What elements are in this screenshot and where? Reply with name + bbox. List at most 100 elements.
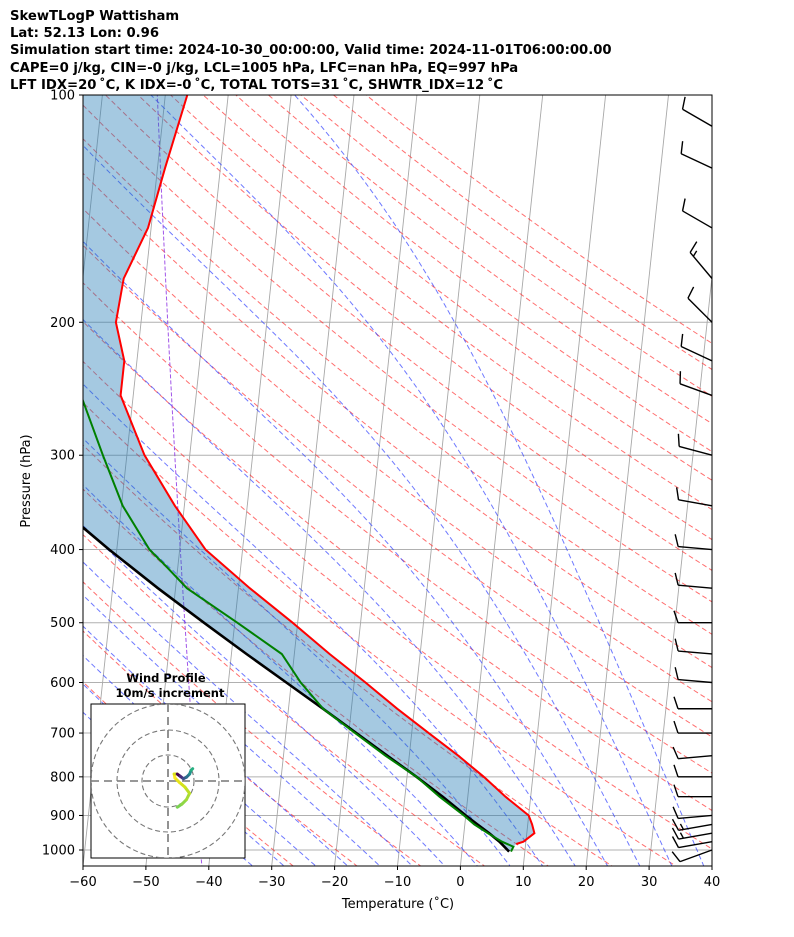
x-tick-label: 20 <box>578 875 595 890</box>
moist-adiabat--5 <box>83 561 413 866</box>
barb-flag <box>671 851 681 863</box>
x-tick-label: −30 <box>258 875 285 890</box>
barb-flag <box>674 572 679 586</box>
dry-adiabat--10 <box>83 581 422 866</box>
barb-staff <box>678 499 713 507</box>
temperature-profile-line <box>114 95 536 845</box>
wind-barb <box>674 638 713 655</box>
wind-barb <box>681 96 713 127</box>
moist-adiabat--20 <box>83 654 317 866</box>
wind-barb <box>673 764 712 778</box>
y-tick-label: 400 <box>50 543 75 558</box>
y-tick-label: 300 <box>50 449 75 464</box>
barb-flag <box>674 534 679 547</box>
barb-flag <box>674 667 679 680</box>
wind-barb <box>671 827 713 840</box>
inset-title: Wind Profile <box>126 671 206 685</box>
barb-staff <box>678 545 713 551</box>
wind-barb <box>689 241 713 279</box>
barb-staff <box>678 754 713 760</box>
y-tick-label: 900 <box>50 809 75 824</box>
barb-half-flag <box>679 832 685 839</box>
stability-indices: LFT IDX=20 ˚C, K IDX=-0 ˚C, TOTAL TOTS=3… <box>10 77 504 93</box>
simulation-time: Simulation start time: 2024-10-30_00:00:… <box>10 43 612 59</box>
isotherm--70 <box>83 95 103 281</box>
wind-barb <box>671 849 713 863</box>
inset-ring-1 <box>141 754 195 808</box>
dry-adiabat-140 <box>169 95 712 511</box>
wind-barb <box>674 667 713 684</box>
isotherm-10 <box>522 95 607 866</box>
barb-flag <box>673 720 679 734</box>
x-tick-label: 40 <box>704 875 721 890</box>
station-title: SkewTLogP Wattisham <box>10 9 180 24</box>
sounding-profiles <box>83 95 536 853</box>
barb-flag <box>677 433 680 447</box>
barb-flag <box>681 198 686 212</box>
dry-adiabat-90 <box>83 172 712 669</box>
barb-flag <box>672 746 679 759</box>
wind-barb <box>671 818 713 832</box>
wind-profile-inset: Wind Profile 10m/s increment <box>90 671 246 859</box>
barb-staff <box>678 814 713 820</box>
isotherm--20 <box>334 95 418 866</box>
y-tick-label: 100 <box>50 89 75 104</box>
chart-header: SkewTLogP Wattisham Lat: 52.13 Lon: 0.96… <box>10 8 612 94</box>
dry-adiabat-80 <box>83 208 712 703</box>
barb-staff <box>678 678 713 684</box>
x-axis-label: Temperature (˚C) <box>341 896 454 912</box>
moist-adiabat-35 <box>150 95 673 866</box>
isotherm--30 <box>271 95 355 866</box>
dry-adiabat-30 <box>83 401 677 866</box>
barb-staff <box>680 153 713 169</box>
moist-adiabat-25 <box>83 240 609 866</box>
y-tick-label: 700 <box>50 727 75 742</box>
y-tick-label: 500 <box>50 616 75 631</box>
barb-flag <box>687 286 695 299</box>
inset-ring-2 <box>116 729 220 833</box>
moist-adiabat-40 <box>294 95 705 866</box>
dry-adiabat-190 <box>332 95 712 371</box>
barb-flag <box>689 241 698 253</box>
barb-flag <box>671 836 680 848</box>
wind-barb <box>680 141 713 169</box>
barb-half-flag <box>679 823 685 830</box>
dry-adiabat--20 <box>83 630 358 866</box>
barb-staff <box>678 841 713 849</box>
barb-flag <box>680 141 684 154</box>
wind-barbs <box>671 96 713 863</box>
barb-staff <box>682 210 713 229</box>
wind-barb <box>674 572 713 589</box>
dry-adiabat-0 <box>83 533 486 866</box>
barb-staff <box>678 832 713 840</box>
dry-adiabat-130 <box>137 95 712 541</box>
barb-staff <box>689 251 713 279</box>
wind-barb <box>674 534 713 551</box>
x-tick-label: −50 <box>132 875 159 890</box>
barb-flag <box>674 638 679 652</box>
dry-adiabat-160 <box>235 95 712 453</box>
dry-adiabat-180 <box>300 95 712 397</box>
barb-flag <box>673 696 679 709</box>
parcel-area <box>83 95 535 852</box>
barb-flag <box>675 487 680 500</box>
barb-half-flag <box>692 250 698 257</box>
wind-barb <box>673 696 712 710</box>
isotherm-30 <box>648 272 712 866</box>
x-tick-label: 30 <box>641 875 658 890</box>
barb-flag <box>671 827 680 840</box>
dry-adiabat-10 <box>83 488 550 866</box>
cape-cin-indices: CAPE=0 j/kg, CIN=-0 j/kg, LCL=1005 hPa, … <box>10 60 519 76</box>
moist-adiabat--15 <box>83 625 349 866</box>
barb-flag <box>673 610 679 623</box>
moist-adiabat-0 <box>83 524 446 866</box>
barb-staff <box>678 445 713 456</box>
y-axis: 1000 900 800 700 600 500 400 300 200 100 <box>42 89 83 859</box>
barb-flag <box>680 333 684 347</box>
moist-adiabat--10 <box>83 594 381 866</box>
isotherm-0 <box>459 95 544 866</box>
dry-adiabat-110 <box>83 104 712 603</box>
y-axis-label: Pressure (hPa) <box>19 434 34 527</box>
wind-barb <box>671 836 713 849</box>
